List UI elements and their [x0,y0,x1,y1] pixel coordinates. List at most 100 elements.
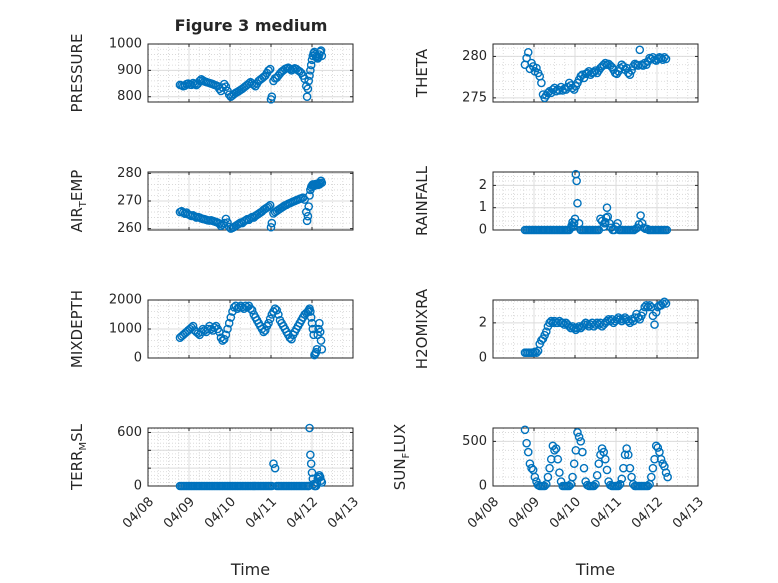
y-tick-label: 0 [479,223,487,238]
data-point [520,425,530,435]
y-tick-label: 280 [462,49,487,64]
data-point [224,318,234,328]
data-point [265,64,275,74]
y-axis-label: TERRMSL [68,423,89,491]
data-point [573,198,582,208]
y-tick-label: 260 [117,221,142,236]
axes-box [147,43,354,103]
data-point [574,432,584,442]
data-point [302,92,312,102]
data-point [219,334,229,344]
data-point [568,472,577,482]
data-point [317,344,327,354]
y-tick-label: 0 [479,351,487,366]
data-point [624,450,633,460]
data-point [317,178,327,188]
data-point [643,481,653,491]
data-point [304,202,314,211]
data-point [567,221,577,230]
data-point [317,51,327,61]
subplot-rainfall: 0 1 2 RAINFALL [413,165,699,238]
y-tick-label: 1 [479,200,487,215]
data-point [569,459,579,468]
data-point [306,450,315,460]
data-point [226,313,236,322]
data-point [627,66,636,75]
data-point [523,47,533,57]
data-point [269,459,278,468]
data-point [303,211,313,221]
y-tick-label: 2 [479,178,487,193]
data-point [560,320,569,329]
data-point [661,468,671,477]
subplot-h2omixra: 0 2 H2OMIXRA [413,288,699,369]
data-point [223,324,232,334]
data-point [646,472,656,482]
data-point [661,299,671,308]
data-point [287,334,296,344]
y-tick-label: 600 [117,425,142,440]
data-point [305,191,314,200]
data-point [270,463,280,473]
data-point [578,447,587,457]
data-point [267,92,277,102]
data-point [602,203,612,212]
data-point [523,447,533,457]
data-point [564,322,574,331]
data-point [305,423,314,433]
y-tick-label: 500 [462,434,487,449]
data-point [246,213,255,223]
data-point [537,78,546,88]
y-tick-label: 1000 [109,37,142,52]
data-point [264,318,273,328]
data-point [532,63,541,73]
data-point [530,472,540,482]
data-point [303,84,313,94]
data-point [574,322,584,331]
y-axis-label: SUNFLUX [391,424,412,490]
data-point [564,481,574,491]
data-point [650,320,659,329]
data-point [545,463,554,473]
data-point [579,463,589,473]
data-point [550,446,559,455]
data-point [315,472,325,482]
data-point [617,474,627,484]
data-point [315,318,324,328]
data-point [605,219,614,228]
data-point [573,428,582,437]
data-point [532,348,541,358]
data-point [589,481,599,491]
data-point [264,202,273,211]
data-point [658,299,668,308]
y-tick-label: 0 [134,479,142,494]
data-point [653,443,663,452]
data-point [573,323,582,333]
data-point [642,300,651,310]
data-point [308,324,318,334]
data-point [601,454,610,464]
data-point [614,481,623,491]
y-tick-label: 2 [479,315,487,330]
data-point [305,71,314,80]
y-tick-label: 270 [117,194,142,209]
y-axis-label: PRESSURE [68,34,86,113]
subplot-mixdepth: 0 1000 2000 MIXDEPTH [68,290,354,368]
data-point [247,305,257,315]
y-axis-label: THETA [413,48,431,98]
data-point [306,307,315,316]
data-point [221,330,231,340]
data-point [643,302,653,312]
data-point [522,438,531,448]
y-tick-label: 0 [479,479,487,494]
axes-box [492,299,699,359]
data-point [304,76,314,86]
data-point [306,313,316,322]
data-point [267,218,277,228]
data-point [540,481,549,491]
data-point [266,222,276,232]
data-point [265,314,275,324]
y-tick-label: 800 [117,89,142,104]
y-axis-label: MIXDEPTH [68,290,86,368]
